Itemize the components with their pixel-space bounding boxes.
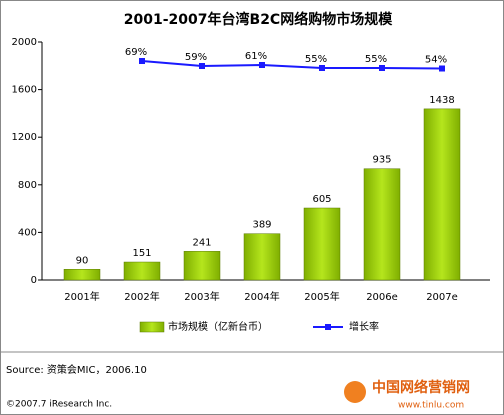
bar-label: 935 xyxy=(372,155,391,166)
bar-label: 241 xyxy=(192,237,211,248)
bar xyxy=(423,108,461,281)
y-tick-label: 800 xyxy=(18,180,37,191)
y-tick-label: 1200 xyxy=(12,132,37,143)
bar-label: 90 xyxy=(76,255,89,266)
line-marker xyxy=(379,65,385,71)
line-marker xyxy=(319,65,325,71)
source: Source: 资策会MIC，2006.10 xyxy=(6,363,147,376)
bar-label: 605 xyxy=(312,194,331,205)
bar-label: 389 xyxy=(252,220,271,231)
line-marker xyxy=(259,62,265,68)
line-marker xyxy=(139,58,145,64)
x-tick-label: 2003年 xyxy=(184,290,219,303)
bar-label: 151 xyxy=(132,248,151,259)
legend-swatch xyxy=(139,321,165,333)
legend-marker xyxy=(325,324,331,330)
copyright: ©2007.7 iResearch Inc. xyxy=(6,400,112,410)
line-marker xyxy=(199,63,205,69)
bar xyxy=(303,207,341,281)
bar-label: 1438 xyxy=(429,95,454,106)
x-tick-label: 2001年 xyxy=(64,290,99,303)
line-label: 55% xyxy=(365,54,387,65)
bar xyxy=(123,261,161,281)
legend-label: 增长率 xyxy=(349,320,379,333)
bar xyxy=(183,251,221,281)
bar xyxy=(243,233,281,281)
bar xyxy=(363,168,401,281)
line xyxy=(141,60,443,70)
x-tick-label: 2007e xyxy=(426,292,458,303)
watermark-name: 中国网络营销网 xyxy=(372,379,470,396)
watermark-url: www.tinlu.com xyxy=(398,401,464,411)
legend-label: 市场规模（亿新台币） xyxy=(168,320,268,333)
chart-title: 2001-2007年台湾B2C网络购物市场规模 xyxy=(124,11,393,28)
y-tick-label: 0 xyxy=(31,275,37,286)
x-tick-label: 2005年 xyxy=(304,290,339,303)
x-tick-label: 2002年 xyxy=(124,290,159,303)
line-label: 61% xyxy=(245,51,267,62)
y-tick-label: 2000 xyxy=(12,37,37,48)
line-label: 69% xyxy=(125,47,147,58)
line-marker xyxy=(439,65,445,72)
watermark-logo xyxy=(344,381,366,403)
x-tick-label: 2004年 xyxy=(244,290,279,303)
line-label: 54% xyxy=(425,55,447,66)
y-tick-label: 1600 xyxy=(12,85,37,96)
bar xyxy=(63,269,101,281)
x-tick-label: 2006e xyxy=(366,292,398,303)
y-tick-label: 400 xyxy=(18,227,37,238)
line-label: 55% xyxy=(305,54,327,65)
line-label: 59% xyxy=(185,52,207,63)
